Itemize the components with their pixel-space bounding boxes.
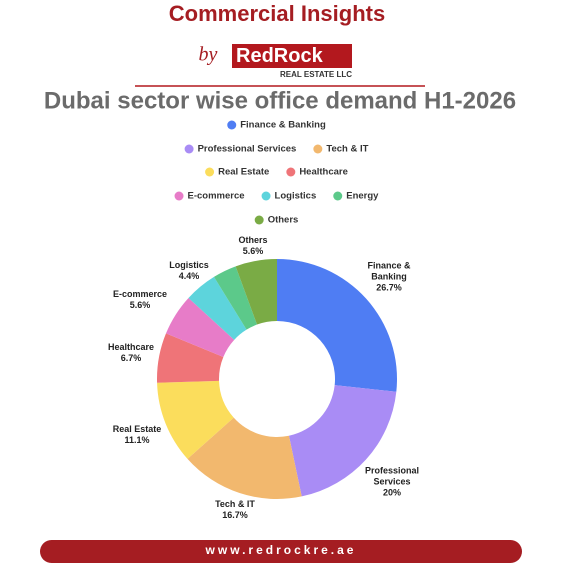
by-text: by [199,44,218,66]
legend-label: Finance & Banking [240,120,326,131]
slice-label: Healthcare 6.7% [96,342,166,364]
slice-label: Real Estate 11.1% [102,424,172,446]
legend-marker [174,191,184,201]
legend-label: Tech & IT [326,144,368,155]
footer-url[interactable]: www.redrockre.ae [205,543,357,557]
legend-label: Energy [346,191,379,202]
slice-value: 11.1% [124,435,150,445]
legend-marker [333,191,343,201]
slice-name: Healthcare [107,342,155,352]
legend-label: Healthcare [299,167,348,178]
legend-label: Real Estate [218,167,269,178]
donut-segment [235,259,277,325]
slice-name: Tech & IT [215,499,255,509]
logo-rock-text: Rock [274,45,324,67]
legend-marker [254,215,264,225]
donut-segment [165,297,235,357]
slice-name: Logistics [169,260,209,270]
donut-segment [157,333,224,383]
donut-segment [187,417,302,499]
donut-segment [157,380,234,459]
legend-marker [261,191,271,201]
logo-red: RedRock [236,45,324,67]
slice-label: Finance & Banking 26.7% [354,261,424,294]
legend-marker [227,120,237,130]
slice-label: Logistics 4.4% [154,260,224,282]
logo-red-text: Red [236,45,274,67]
legend-marker [286,167,296,177]
footer-bar [40,540,522,563]
donut-segment [213,266,258,330]
logo-sub: REAL ESTATE LLC [280,70,352,79]
slice-value: 4.4% [178,271,200,281]
slice-label: Others 5.6% [218,235,288,257]
logo-box [232,44,352,68]
slice-name: Others [238,235,268,245]
slice-value: 16.7% [222,510,248,520]
legend-marker [205,167,215,177]
slice-value: 6.7% [120,353,142,363]
slice-name: Real Estate [112,424,162,434]
donut-segment [188,276,247,340]
chart-title: Dubai sector wise office demand H1-2026 [44,87,516,114]
legend-marker [313,144,323,154]
legend-label: E-commerce [188,191,245,202]
slice-value: 5.6% [242,246,264,256]
legend-marker [184,144,194,154]
slice-value: 20% [382,487,401,498]
slice-label: E-commerce 5.6% [105,289,175,311]
legend-label: Professional Services [198,144,297,155]
slice-name: E-commerce [112,289,168,299]
slice-value: 5.6% [129,300,151,310]
slice-label: Professional Services 20% [360,466,424,499]
slice-name: Finance & Banking [367,260,411,282]
legend-label: Logistics [275,191,317,202]
slice-name: Professional Services [364,465,420,487]
header-title: Commercial Insights [169,1,385,26]
donut-segment [277,259,397,392]
legend-label: Others [268,215,299,226]
slice-value: 26.7% [376,282,402,293]
donut-segment [288,385,397,497]
slice-label: Tech & IT 16.7% [200,499,270,521]
